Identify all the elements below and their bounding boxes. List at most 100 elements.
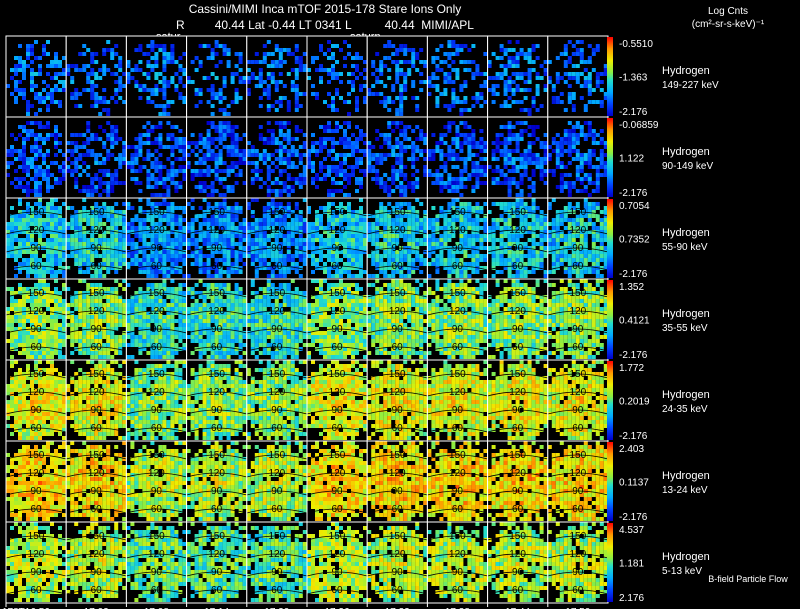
heatmap-cell	[371, 92, 375, 96]
heatmap-cell	[564, 44, 568, 48]
heatmap-cell	[520, 72, 524, 76]
heatmap-cell	[443, 133, 447, 137]
heatmap-cell	[82, 198, 86, 202]
heatmap-cell	[106, 206, 110, 210]
heatmap-cell	[279, 100, 283, 104]
heatmap-cell	[14, 214, 18, 218]
heatmap-cell	[439, 153, 443, 157]
heatmap-cell	[223, 137, 227, 141]
heatmap-cell	[508, 153, 512, 157]
heatmap-cell	[335, 153, 339, 157]
heatmap-cell	[548, 246, 552, 250]
heatmap-cell	[118, 56, 122, 60]
heatmap-cell	[158, 193, 162, 197]
heatmap-cell	[435, 214, 439, 218]
heatmap-cell	[138, 250, 142, 254]
heatmap-cell	[307, 226, 311, 230]
heatmap-cell	[347, 202, 351, 206]
heatmap-cell	[584, 161, 588, 165]
heatmap-cell	[223, 44, 227, 48]
heatmap-cell	[46, 254, 50, 258]
heatmap-cell	[375, 181, 379, 185]
heatmap-cell	[556, 141, 560, 145]
heatmap-cell	[142, 218, 146, 222]
heatmap-cell	[82, 226, 86, 230]
heatmap-cell	[520, 161, 524, 165]
heatmap-cell	[508, 64, 512, 68]
heatmap-cell	[251, 242, 255, 246]
heatmap-panel	[126, 117, 186, 198]
heatmap-cell	[540, 222, 544, 226]
heatmap-cell	[596, 44, 600, 48]
heatmap-cell	[22, 238, 26, 242]
heatmap-cell	[548, 145, 552, 149]
heatmap-cell	[102, 262, 106, 266]
heatmap-cell	[6, 222, 10, 226]
heatmap-cell	[387, 258, 391, 262]
heatmap-cell	[251, 60, 255, 64]
heatmap-cell	[247, 153, 251, 157]
heatmap-cell	[395, 153, 399, 157]
heatmap-cell	[66, 149, 70, 153]
heatmap-cell	[18, 88, 22, 92]
heatmap-cell	[355, 68, 359, 72]
heatmap-cell	[98, 218, 102, 222]
heatmap-cell	[170, 250, 174, 254]
heatmap-cell	[335, 189, 339, 193]
heatmap-cell	[463, 169, 467, 173]
heatmap-cell	[303, 246, 307, 250]
heatmap-cell	[427, 149, 431, 153]
heatmap-cell	[339, 141, 343, 145]
heatmap-cell	[508, 141, 512, 145]
heatmap-cell	[106, 193, 110, 197]
heatmap-cell	[58, 222, 62, 226]
heatmap-cell	[259, 96, 263, 100]
heatmap-cell	[10, 287, 14, 291]
heatmap-cell	[395, 76, 399, 80]
heatmap-cell	[435, 177, 439, 181]
heatmap-cell	[363, 60, 367, 64]
heatmap-cell	[10, 291, 14, 295]
heatmap-cell	[10, 222, 14, 226]
heatmap-cell	[195, 185, 199, 189]
heatmap-cell	[26, 44, 30, 48]
heatmap-cell	[524, 80, 528, 84]
heatmap-cell	[544, 60, 548, 64]
heatmap-cell	[339, 161, 343, 165]
heatmap-cell	[351, 234, 355, 238]
heatmap-cell	[560, 137, 564, 141]
heatmap-cell	[295, 76, 299, 80]
heatmap-cell	[211, 274, 215, 278]
heatmap-cell	[379, 153, 383, 157]
heatmap-cell	[22, 129, 26, 133]
heatmap-cell	[166, 52, 170, 56]
heatmap-cell	[520, 100, 524, 104]
heatmap-cell	[544, 246, 548, 250]
heatmap-cell	[556, 157, 560, 161]
heatmap-cell	[528, 48, 532, 52]
heatmap-cell	[150, 238, 154, 242]
heatmap-cell	[207, 56, 211, 60]
heatmap-cell	[419, 222, 423, 226]
heatmap-cell	[146, 60, 150, 64]
heatmap-cell	[347, 137, 351, 141]
heatmap-cell	[299, 157, 303, 161]
heatmap-cell	[471, 185, 475, 189]
heatmap-cell	[311, 56, 315, 60]
heatmap-cell	[367, 274, 371, 278]
heatmap-cell	[267, 96, 271, 100]
heatmap-panel: 1501209060	[6, 279, 66, 360]
heatmap-cell	[355, 262, 359, 266]
heatmap-cell	[524, 274, 528, 278]
heatmap-cell	[166, 100, 170, 104]
heatmap-cell	[351, 226, 355, 230]
heatmap-cell	[423, 169, 427, 173]
heatmap-cell	[18, 262, 22, 266]
heatmap-cell	[560, 153, 564, 157]
heatmap-panel: 1501209060	[548, 198, 608, 279]
heatmap-cell	[327, 202, 331, 206]
heatmap-cell	[475, 161, 479, 165]
contour-label: 120	[88, 225, 105, 236]
heatmap-cell	[22, 315, 26, 319]
heatmap-cell	[287, 242, 291, 246]
